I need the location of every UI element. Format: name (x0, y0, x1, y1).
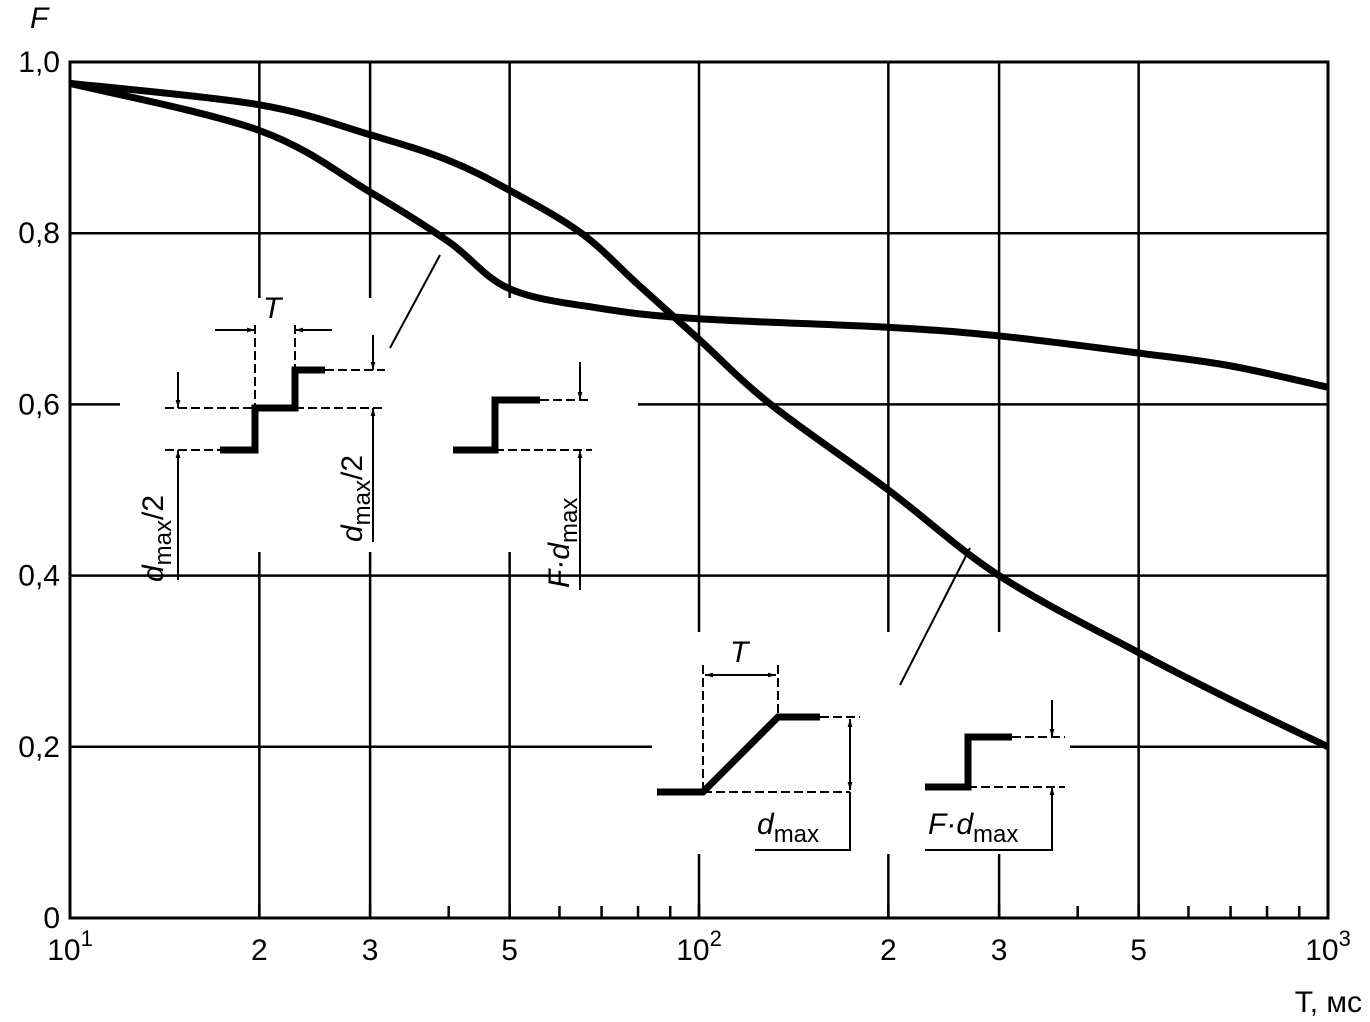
annotation: T (263, 292, 284, 325)
leader-line (899, 547, 971, 686)
x-tick-exponent: 2 (710, 926, 722, 951)
inset-bg (120, 298, 638, 552)
inset-bg (652, 632, 1070, 854)
x-tick-exponent: 3 (1339, 926, 1351, 951)
x-tick-label: 5 (501, 934, 518, 967)
annotation: d (757, 808, 775, 841)
annotation: d (543, 542, 576, 560)
y-tick-label: 0,2 (18, 731, 60, 764)
y-tick-label: 0 (43, 902, 60, 935)
annotation: /2 (137, 495, 170, 520)
annotation: max (973, 821, 1018, 848)
leader-line (755, 792, 851, 851)
curve (69, 80, 1329, 391)
inset-backgrounds (120, 298, 1070, 854)
y-tick-label: 0,6 (18, 388, 60, 421)
step-diagram (453, 396, 540, 454)
annotation: F· (543, 560, 576, 588)
y-tick-label: 0,8 (18, 217, 60, 250)
ramp-diagram (657, 713, 820, 796)
x-tick-label: 3 (362, 934, 379, 967)
x-tick-label: 3 (362, 934, 379, 967)
x-tick-label: 2 (251, 934, 268, 967)
y-tick-label: 1,0 (18, 46, 60, 79)
x-tick-label: 2 (880, 934, 897, 967)
annotation: F·dmax (928, 808, 1018, 848)
annotation: /2 (336, 455, 369, 480)
annotation: d (336, 524, 369, 542)
annotation: dmax/2 (336, 455, 376, 542)
annotation: max (150, 520, 177, 565)
step-diagram (925, 733, 1012, 791)
x-tick-exponent: 1 (81, 926, 93, 951)
x-axis-label: T, мс (1295, 986, 1362, 1019)
annotation: max (774, 821, 819, 848)
y-axis-label: F (30, 2, 50, 35)
x-tick-label: 10 (47, 934, 80, 967)
leader-line (389, 254, 441, 349)
x-tick-label: 3 (991, 934, 1008, 967)
annotation: dmax (757, 808, 819, 848)
insets: T dmax/2 dmax/2 F·dmax T dmax F·dmax (137, 254, 1065, 851)
curves (69, 79, 1330, 750)
x-tick-label: 103 (1305, 926, 1351, 967)
x-tick-label: 5 (501, 934, 518, 967)
annotation: F· (928, 808, 956, 841)
x-tick-label: 5 (1130, 934, 1147, 967)
annotation: F·dmax (543, 498, 583, 588)
x-tick-label: 2 (251, 934, 268, 967)
annotation: T (730, 636, 751, 669)
x-tick-label: 3 (991, 934, 1008, 967)
x-tick-label: 5 (1130, 934, 1147, 967)
x-tick-label: 10 (676, 934, 709, 967)
dimension-arrow (925, 787, 1055, 851)
x-tick-label: 2 (880, 934, 897, 967)
annotation: max (349, 480, 376, 525)
annotation: d (956, 808, 974, 841)
annotation: max (556, 498, 583, 543)
annotation: dmax/2 (137, 495, 177, 582)
x-tick-label: 102 (676, 926, 722, 967)
x-tick-label: 10 (1305, 934, 1338, 967)
y-tick-label: 0,4 (18, 560, 60, 593)
curve (69, 79, 1330, 750)
x-tick-label: 101 (47, 926, 93, 967)
annotation: d (137, 564, 170, 582)
